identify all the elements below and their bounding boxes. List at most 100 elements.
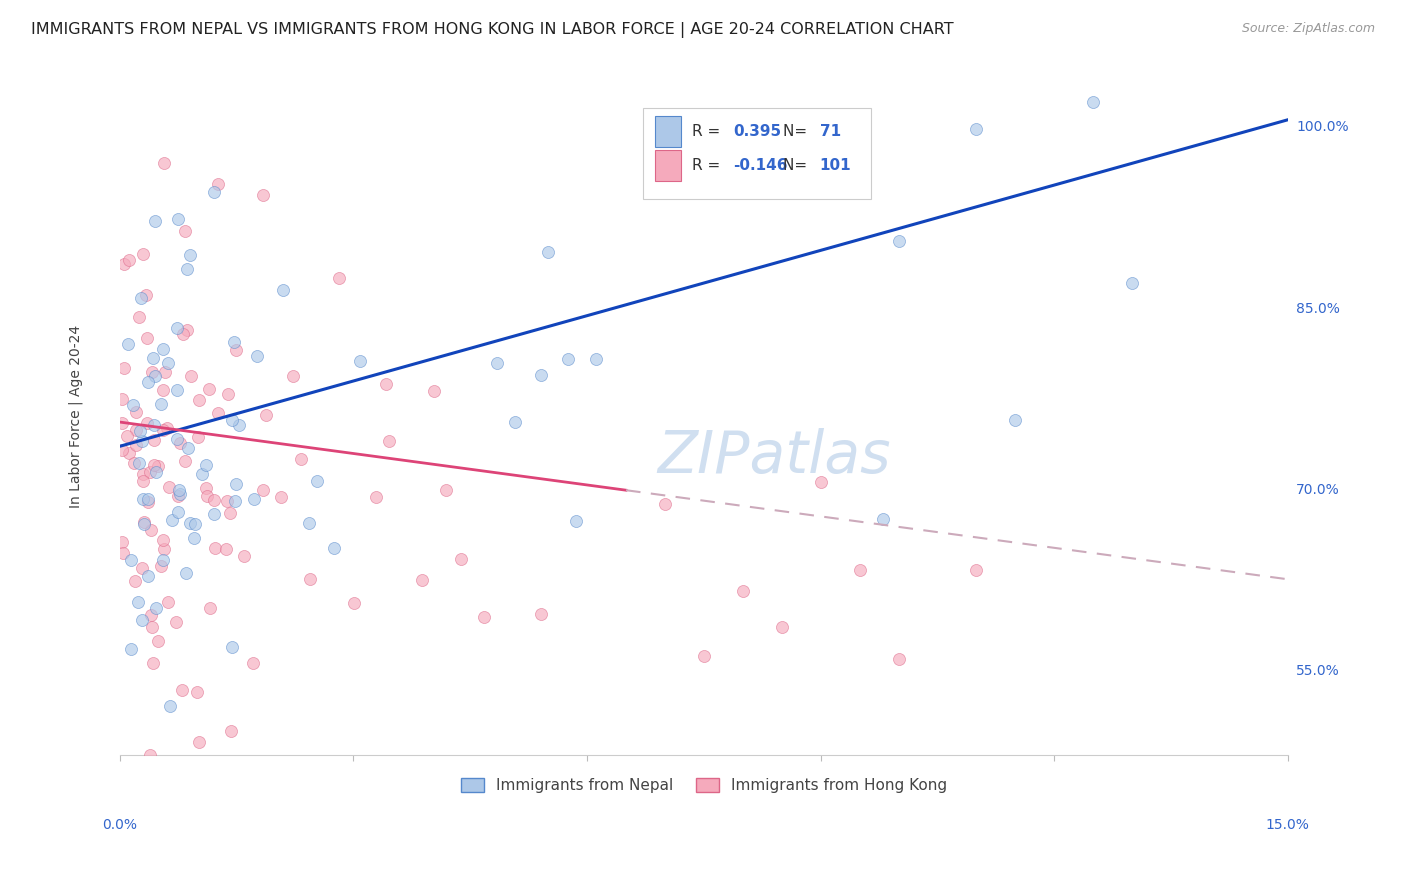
Point [125,438,148,452]
Point [270,490,292,504]
Point [183,516,205,531]
Point [254,408,277,422]
Point [146,634,169,648]
Point [138,747,160,762]
Point [225,343,247,357]
Point [132,247,155,261]
Point [153,541,176,556]
Point [693,649,716,664]
Point [450,551,472,566]
Point [117,336,139,351]
Point [207,406,229,420]
Point [530,368,553,383]
Point [224,334,246,349]
Point [434,483,457,497]
Point [290,452,312,467]
Point [111,534,134,549]
Point [557,352,579,367]
Point [770,620,793,634]
Text: 15.0%: 15.0% [1265,817,1310,831]
Point [654,498,676,512]
Point [143,214,166,228]
Point [111,546,134,560]
Point [221,640,243,654]
Point [167,483,190,497]
Point [139,523,162,537]
Point [146,458,169,473]
Point [153,365,176,379]
Point [124,456,146,470]
Point [165,615,187,629]
Point [202,507,225,521]
Point [172,326,194,341]
Point [202,186,225,200]
Point [174,224,197,238]
Point [111,392,134,406]
Point [127,594,149,608]
Point [157,595,180,609]
Point [215,542,238,557]
Point [965,121,987,136]
Text: N=: N= [783,124,813,139]
Point [118,253,141,268]
Point [232,549,254,564]
Point [118,446,141,460]
FancyBboxPatch shape [655,116,681,147]
Point [183,531,205,545]
Point [564,515,586,529]
Point [585,351,607,366]
Text: IMMIGRANTS FROM NEPAL VS IMMIGRANTS FROM HONG KONG IN LABOR FORCE | AGE 20-24 CO: IMMIGRANTS FROM NEPAL VS IMMIGRANTS FROM… [31,22,953,38]
Point [125,405,148,419]
Point [152,533,174,547]
Point [112,256,135,270]
Point [177,441,200,455]
Point [221,412,243,426]
Point [186,684,208,698]
Point [887,234,910,248]
Point [224,494,246,508]
Point [138,375,160,389]
Point [125,423,148,437]
Point [132,515,155,529]
FancyBboxPatch shape [655,150,681,181]
Point [167,505,190,519]
Point [136,495,159,509]
Point [143,458,166,472]
Point [225,476,247,491]
Point [305,474,328,488]
Point [200,601,222,615]
Point [343,596,366,610]
Legend: Immigrants from Nepal, Immigrants from Hong Kong: Immigrants from Nepal, Immigrants from H… [456,773,952,797]
Text: 71: 71 [820,124,841,139]
Point [166,321,188,335]
Point [132,492,155,507]
Point [207,177,229,191]
Point [136,568,159,582]
Point [872,512,894,526]
Point [143,433,166,447]
Point [152,423,174,437]
Point [530,607,553,622]
Point [152,384,174,398]
Point [176,323,198,337]
Point [176,262,198,277]
Point [176,566,198,581]
Point [143,417,166,432]
Point [135,331,157,345]
Point [195,489,218,503]
Point [135,417,157,431]
Point [124,574,146,588]
Point [132,467,155,482]
Point [170,682,193,697]
Point [411,573,433,587]
Point [136,491,159,506]
Point [150,396,173,410]
Point [281,368,304,383]
Point [187,429,209,443]
Text: -0.146: -0.146 [733,158,787,173]
Point [131,561,153,575]
Point [122,398,145,412]
Point [142,351,165,365]
Point [328,271,350,285]
Point [191,467,214,482]
